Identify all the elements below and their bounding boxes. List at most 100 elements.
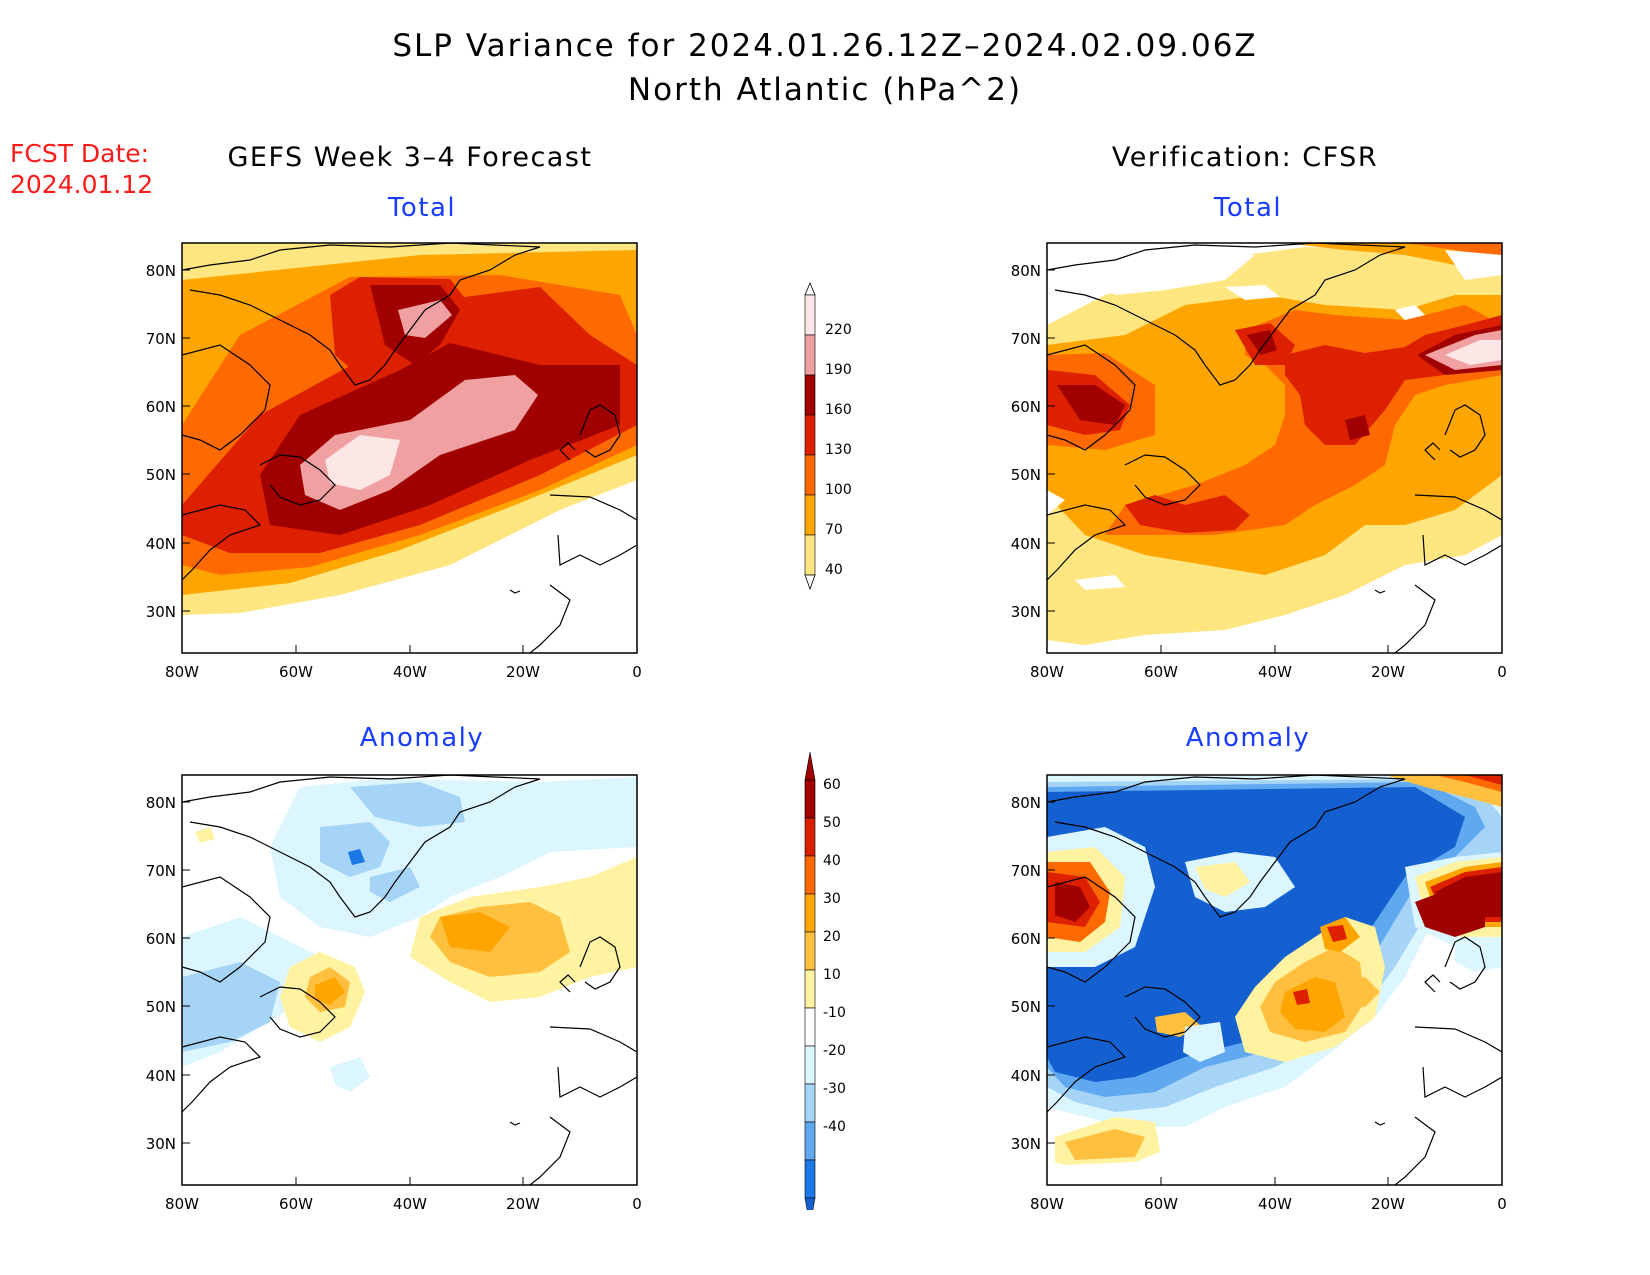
lon-tick-label: 80W [1030, 1195, 1064, 1213]
colorbar-anomaly-top-arrow [804, 751, 816, 781]
main-subtitle: North Atlantic (hPa^2) [627, 72, 1023, 108]
lat-tick-label: 70N [146, 862, 176, 880]
colorbar-anomaly-label: 30 [823, 891, 841, 907]
colorbar-anomaly-swatch [804, 1083, 816, 1123]
main-title: SLP Variance for 2024.01.26.12Z–2024.02.… [392, 28, 1258, 64]
lon-tick-label: 40W [1258, 1195, 1292, 1213]
colorbar-anomaly-label: -40 [823, 1119, 846, 1135]
colorbar-anomaly-swatch [804, 931, 816, 971]
lon-tick-label: 60W [279, 663, 313, 681]
lat-tick-label: 70N [1011, 330, 1041, 348]
colorbar-total-swatch [804, 334, 816, 376]
lon-tick-label: 60W [1144, 663, 1178, 681]
lat-tick-label: 50N [146, 998, 176, 1016]
lon-tick-label: 40W [393, 663, 427, 681]
lat-tick-label: 70N [146, 330, 176, 348]
lat-tick-label: 70N [1011, 862, 1041, 880]
fcst-date-value: 2024.01.12 [10, 170, 154, 199]
lon-tick-label: 20W [506, 663, 540, 681]
colorbar-total-swatch [804, 414, 816, 456]
fcst-date-label: FCST Date: [10, 139, 150, 168]
lat-tick-label: 80N [1011, 262, 1041, 280]
colorbar-total-swatch [804, 494, 816, 536]
lat-tick-label: 60N [146, 930, 176, 948]
colorbar-total-label: 130 [825, 442, 852, 458]
colorbar-anomaly-label: 40 [823, 853, 841, 869]
lat-tick-label: 60N [1011, 398, 1041, 416]
panel-title-cfsr-anomaly: Anomaly [1185, 723, 1311, 753]
lat-tick-label: 40N [146, 1067, 176, 1085]
lat-tick-label: 50N [146, 466, 176, 484]
colorbar-total-swatch [804, 534, 816, 576]
verification-column-title: Verification: CFSR [1111, 142, 1379, 173]
colorbar-anomaly-swatch [804, 893, 816, 933]
colorbar-anomaly-label: -10 [823, 1005, 846, 1021]
colorbar-anomaly: 60 50 40 30 20 10 -10 -20 -30 -40 [804, 751, 846, 1210]
colorbar-total-swatch [804, 454, 816, 496]
panel-title-cfsr-total: Total [1213, 193, 1283, 223]
colorbar-anomaly-label: -20 [823, 1043, 846, 1059]
lon-tick-label: 0 [1497, 1195, 1507, 1213]
colorbar-anomaly-label: 10 [823, 967, 841, 983]
lon-tick-label: 80W [1030, 663, 1064, 681]
colorbar-total-bottom-arrow [804, 574, 816, 591]
colorbar-anomaly-swatch [804, 1045, 816, 1085]
panel-title-gefs-anomaly: Anomaly [359, 723, 485, 753]
lon-tick-label: 0 [632, 1195, 642, 1213]
map-cfsr-anomaly [1046, 774, 1503, 1186]
colorbar-anomaly-label: 60 [823, 777, 841, 793]
colorbar-total-label: 100 [825, 482, 852, 498]
colorbar-total-top-arrow [804, 281, 816, 296]
colorbar-anomaly-swatch [804, 969, 816, 1009]
lat-tick-label: 80N [146, 262, 176, 280]
colorbar-anomaly-bottom-arrow [804, 1197, 816, 1210]
lon-tick-label: 40W [393, 1195, 427, 1213]
gefs-column-title: GEFS Week 3–4 Forecast [227, 142, 593, 173]
colorbar-total-label: 40 [825, 562, 843, 578]
lon-tick-label: 40W [1258, 663, 1292, 681]
colorbar-total-label: 220 [825, 322, 852, 338]
lon-tick-label: 80W [165, 663, 199, 681]
colorbar-total-label: 160 [825, 402, 852, 418]
lat-tick-label: 60N [146, 398, 176, 416]
colorbar-anomaly-label: -30 [823, 1081, 846, 1097]
colorbar-total-swatch [804, 374, 816, 416]
lat-tick-label: 30N [1011, 603, 1041, 621]
lat-tick-label: 50N [1011, 466, 1041, 484]
colorbar-anomaly-label: 20 [823, 929, 841, 945]
lon-tick-label: 80W [165, 1195, 199, 1213]
lat-tick-label: 50N [1011, 998, 1041, 1016]
colorbar-total: 220 190 160 130 100 70 40 [804, 281, 852, 591]
colorbar-total-label: 70 [825, 522, 843, 538]
map-cfsr-total [1046, 242, 1503, 654]
colorbar-anomaly-swatch [804, 1159, 816, 1199]
lat-tick-label: 80N [1011, 794, 1041, 812]
colorbar-anomaly-swatch [804, 855, 816, 895]
colorbar-anomaly-label: 50 [823, 815, 841, 831]
colorbar-anomaly-swatch [804, 779, 816, 819]
colorbar-anomaly-swatch [804, 1007, 816, 1047]
lon-tick-label: 0 [632, 663, 642, 681]
map-gefs-total [181, 242, 638, 654]
lat-tick-label: 30N [1011, 1135, 1041, 1153]
lat-tick-label: 40N [1011, 1067, 1041, 1085]
lon-tick-label: 20W [506, 1195, 540, 1213]
lat-tick-label: 30N [146, 603, 176, 621]
colorbar-total-swatch [804, 294, 816, 336]
lon-tick-label: 20W [1371, 1195, 1405, 1213]
lon-tick-label: 0 [1497, 663, 1507, 681]
lat-tick-label: 60N [1011, 930, 1041, 948]
colorbar-total-label: 190 [825, 362, 852, 378]
map-gefs-anomaly [181, 774, 638, 1186]
lat-tick-label: 30N [146, 1135, 176, 1153]
lat-tick-label: 40N [1011, 535, 1041, 553]
panel-title-gefs-total: Total [387, 193, 457, 223]
colorbar-anomaly-swatch [804, 817, 816, 857]
lon-tick-label: 20W [1371, 663, 1405, 681]
lon-tick-label: 60W [1144, 1195, 1178, 1213]
colorbar-anomaly-swatch [804, 1121, 816, 1161]
lat-tick-label: 40N [146, 535, 176, 553]
lat-tick-label: 80N [146, 794, 176, 812]
lon-tick-label: 60W [279, 1195, 313, 1213]
